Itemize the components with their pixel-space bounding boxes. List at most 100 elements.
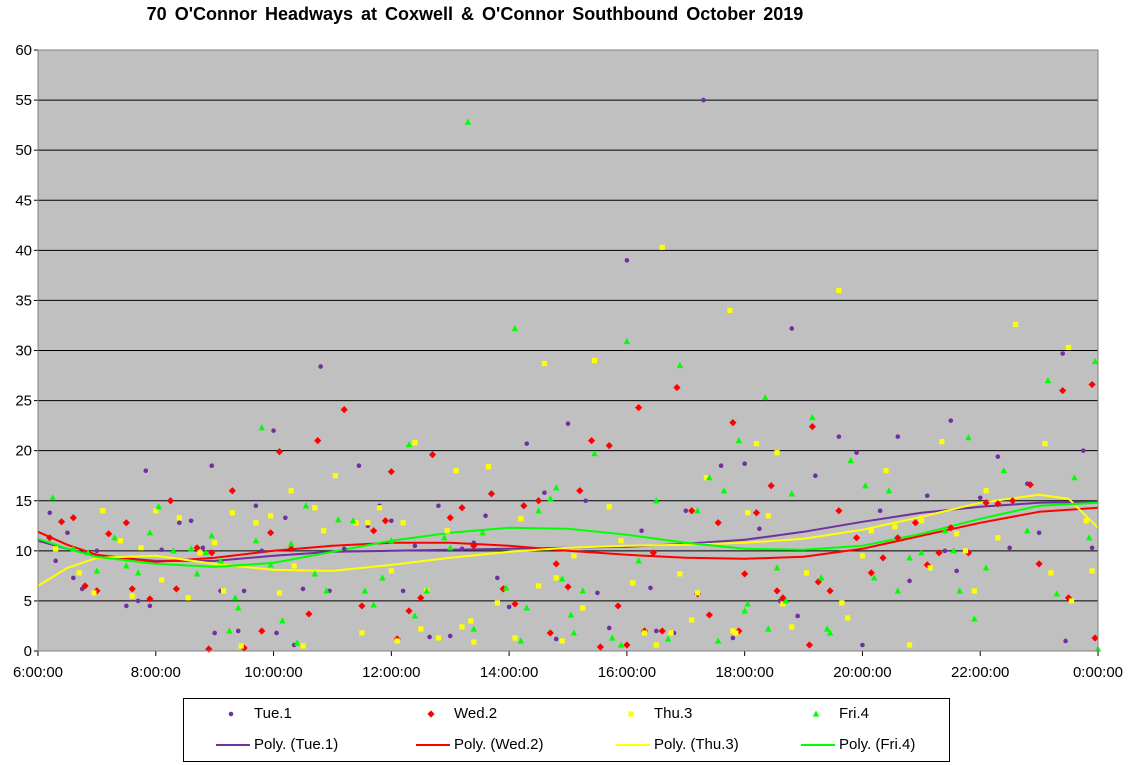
data-point: [552, 560, 560, 568]
data-point: [517, 637, 525, 644]
data-point: [964, 549, 973, 557]
data-point: [418, 626, 424, 632]
data-point: [506, 604, 512, 610]
data-point: [524, 441, 530, 446]
data-point: [977, 495, 983, 501]
legend: Tue.1 Wed.2 Thu.3 Fri.4 Poly. (Tue.1) Poly. (…: [183, 698, 950, 762]
data-point: [965, 434, 972, 441]
trendline-poly-fri-4: [37, 501, 1099, 568]
data-point: [275, 448, 284, 456]
data-point: [718, 463, 724, 468]
data-point: [464, 118, 472, 125]
data-point: [318, 364, 323, 369]
data-point: [400, 588, 406, 594]
data-point: [668, 630, 674, 636]
data-point: [911, 519, 920, 527]
data-point: [994, 500, 1002, 508]
data-point: [159, 577, 165, 583]
data-point: [271, 428, 276, 433]
data-point: [79, 586, 85, 592]
data-point: [694, 507, 701, 514]
data-point: [1091, 634, 1099, 642]
data-point: [753, 441, 760, 447]
data-point: [852, 534, 861, 542]
data-point: [836, 287, 842, 293]
data-point: [614, 602, 622, 610]
data-point: [485, 464, 492, 470]
data-point: [591, 357, 598, 364]
data-point: [653, 497, 660, 504]
data-point: [293, 639, 301, 646]
data-point: [518, 516, 524, 522]
data-point: [226, 627, 233, 634]
data-point: [606, 625, 612, 631]
data-point: [542, 490, 547, 496]
data-point: [288, 540, 295, 547]
data-point: [111, 534, 118, 541]
data-point: [826, 587, 834, 595]
data-point: [71, 575, 76, 581]
data-point: [232, 594, 239, 601]
data-point: [166, 497, 175, 505]
data-point: [361, 587, 369, 594]
data-point: [954, 531, 960, 537]
data-point: [535, 507, 542, 514]
data-point: [258, 627, 266, 635]
legend-item: Poly. (Fri.4): [799, 736, 979, 756]
data-point: [76, 570, 82, 576]
data-point: [235, 604, 242, 611]
data-point: [1059, 386, 1067, 395]
x-tick-label: 8:00:00: [131, 664, 181, 681]
data-point: [356, 463, 362, 468]
data-point: [400, 520, 406, 526]
data-point: [956, 587, 963, 594]
data-point: [676, 361, 684, 369]
series-tue-1: [47, 97, 1095, 648]
legend-label: Thu.3: [654, 705, 693, 722]
data-point: [417, 594, 425, 602]
data-point: [571, 553, 577, 559]
y-tick-label: 0: [24, 643, 32, 660]
data-point: [341, 546, 347, 552]
data-point: [135, 598, 141, 604]
legend-label: Tue.1: [254, 705, 292, 722]
data-point: [803, 570, 810, 576]
data-point: [340, 405, 348, 414]
y-tick-label: 45: [15, 192, 32, 209]
data-point: [471, 639, 477, 645]
data-point: [487, 490, 496, 498]
data-point: [894, 587, 901, 594]
data-point: [314, 437, 322, 445]
data-point: [559, 638, 565, 644]
data-point: [405, 607, 413, 615]
data-point: [762, 393, 769, 401]
data-point: [209, 463, 215, 468]
data-point: [735, 437, 742, 444]
data-point: [1091, 357, 1099, 365]
data-point: [883, 468, 889, 474]
data-point: [53, 558, 58, 564]
data-point: [447, 633, 453, 639]
data-point: [208, 549, 216, 557]
data-point: [782, 597, 790, 604]
legend-label: Poly. (Tue.1): [254, 736, 339, 753]
data-point: [238, 643, 244, 649]
data-point: [623, 641, 631, 649]
data-point: [124, 603, 129, 609]
data-point: [105, 530, 113, 538]
legend-item: Poly. (Tue.1): [214, 736, 394, 756]
data-point: [335, 516, 342, 523]
data-point: [349, 517, 357, 524]
data-point: [49, 494, 56, 501]
data-point: [1009, 497, 1017, 505]
data-point: [428, 451, 437, 459]
data-point: [441, 534, 448, 541]
data-point: [129, 593, 135, 599]
data-point: [212, 540, 218, 546]
data-point: [200, 545, 206, 551]
data-point: [894, 534, 902, 542]
data-point: [1012, 321, 1019, 328]
data-point: [635, 557, 642, 564]
legend-marker: [427, 710, 435, 718]
legend-label: Poly. (Thu.3): [654, 736, 739, 753]
